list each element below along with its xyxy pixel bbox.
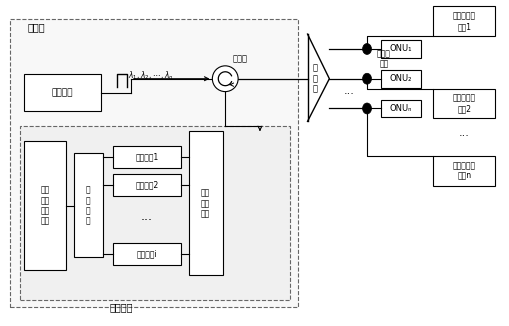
Text: 光接收机2: 光接收机2 — [135, 180, 158, 189]
Bar — [188, 131, 223, 275]
Bar — [381, 99, 420, 117]
Bar — [434, 156, 495, 186]
Text: ONU₁: ONU₁ — [389, 44, 412, 53]
Bar — [20, 126, 290, 300]
Text: 分
路
器: 分 路 器 — [313, 64, 318, 94]
Text: 中心局: 中心局 — [27, 22, 45, 32]
Bar — [113, 174, 181, 196]
Bar — [381, 40, 420, 58]
Bar — [113, 243, 181, 265]
Bar — [74, 153, 103, 257]
Text: 非对称型反
射环n: 非对称型反 射环n — [453, 161, 476, 181]
Text: ONU₂: ONU₂ — [389, 74, 412, 83]
Ellipse shape — [362, 103, 372, 114]
Text: 波分
解复
用器: 波分 解复 用器 — [201, 189, 210, 218]
Text: 波长耦
合器: 波长耦 合器 — [377, 49, 391, 68]
Bar — [434, 6, 495, 36]
Text: 光接收机i: 光接收机i — [136, 250, 157, 259]
Text: 模
数
转
换: 模 数 转 换 — [86, 185, 91, 226]
Text: 接收模块: 接收模块 — [109, 302, 133, 312]
Circle shape — [212, 66, 238, 92]
Text: ···: ··· — [459, 131, 470, 141]
Text: $\lambda_1,\lambda_2,\cdots,\lambda_n$: $\lambda_1,\lambda_2,\cdots,\lambda_n$ — [128, 69, 174, 82]
Bar — [24, 141, 66, 270]
Text: ONUₙ: ONUₙ — [389, 104, 412, 113]
Text: 环形器: 环形器 — [233, 54, 247, 63]
Text: ···: ··· — [344, 89, 355, 98]
Text: 非对称型反
射环1: 非对称型反 射环1 — [453, 11, 476, 31]
Bar — [24, 74, 101, 111]
Ellipse shape — [362, 44, 372, 54]
Text: ···: ··· — [141, 214, 153, 227]
Bar — [10, 19, 298, 307]
Text: 可调光源: 可调光源 — [52, 88, 73, 97]
Text: 光接收机1: 光接收机1 — [135, 153, 158, 162]
Bar — [113, 146, 181, 168]
Text: 非对称型反
射环2: 非对称型反 射环2 — [453, 94, 476, 113]
Ellipse shape — [362, 73, 372, 84]
Bar — [434, 89, 495, 118]
Bar — [381, 70, 420, 88]
Text: 现场
可编
程门
阵列: 现场 可编 程门 阵列 — [40, 185, 49, 226]
